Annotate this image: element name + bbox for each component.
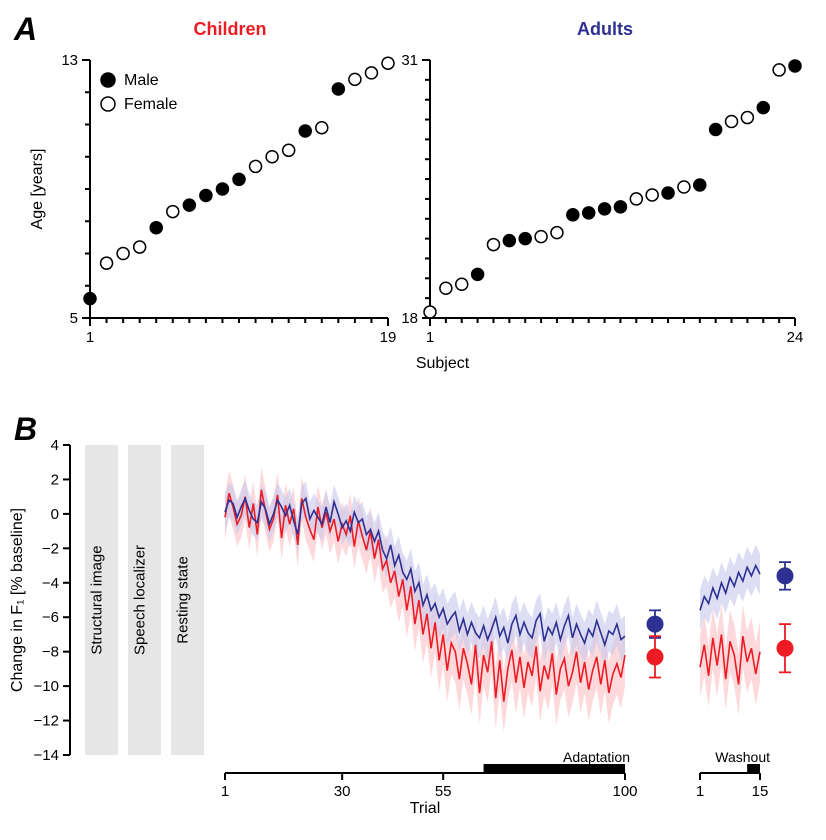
panelB-ylabel: Change in F₁ [% baseline] xyxy=(9,508,26,692)
panelA-children-point xyxy=(316,122,328,134)
panelA-adults-point xyxy=(789,60,801,72)
panelA-adults-point xyxy=(710,123,722,135)
panelA-adults-point xyxy=(630,193,642,205)
panelA-children-point xyxy=(266,151,278,163)
panelB-washout-phase-bar xyxy=(747,764,760,773)
panelA-children-point xyxy=(332,83,344,95)
panelA-children-point xyxy=(250,160,262,172)
panelA-adults-point xyxy=(519,233,531,245)
panelA-adults-point xyxy=(583,207,595,219)
panelA-adults-point xyxy=(567,209,579,221)
panelA-children-xtick-1: 1 xyxy=(86,329,94,346)
panelB-washout-xtick-1: 1 xyxy=(696,783,704,800)
panelA-adults-point xyxy=(503,235,515,247)
panelA-adults-point xyxy=(678,181,690,193)
panelB-main-phase-bar xyxy=(484,764,625,773)
panelB-summary-adults xyxy=(647,616,663,632)
panelB-summary-children xyxy=(777,640,793,656)
panelB-washout-xtick-15: 15 xyxy=(752,783,769,800)
panelB-ytick-2: 2 xyxy=(51,471,59,488)
panelA-adults-point xyxy=(646,189,658,201)
panelA-adults-point xyxy=(757,102,769,114)
panelB-ytick--12: −12 xyxy=(34,713,59,730)
panelA-title-children: Children xyxy=(193,19,266,39)
panelA-children-point xyxy=(183,199,195,211)
panelA-adults-point xyxy=(456,278,468,290)
panelA-children-point xyxy=(84,293,96,305)
panelA-adults-point xyxy=(694,179,706,191)
panelA-adults-xtick-24: 24 xyxy=(787,329,804,346)
legend-label-female: Female xyxy=(124,96,177,113)
panelA-adults-point xyxy=(551,227,563,239)
panelA-children-xtick-19: 19 xyxy=(380,329,397,346)
panelA-adults-point xyxy=(741,112,753,124)
panelB-phase-label-washout: Washout xyxy=(715,749,770,765)
panel-label-b: B xyxy=(14,411,37,447)
legend-marker-male xyxy=(101,73,115,87)
legend-marker-female xyxy=(101,97,115,111)
panelA-children-point xyxy=(365,67,377,79)
panelA-children-ytick-5: 5 xyxy=(70,310,78,327)
panelB-main-xtick-1: 1 xyxy=(221,783,229,800)
panelA-children-point xyxy=(233,173,245,185)
panelB-main-xtick-100: 100 xyxy=(612,783,637,800)
panelA-children-point xyxy=(299,125,311,137)
panelB-ytick--8: −8 xyxy=(42,644,59,661)
panelB-xlabel: Trial xyxy=(410,800,441,817)
panelA-children-point xyxy=(167,206,179,218)
panelB-preblock-label: Speech localizer xyxy=(132,545,149,655)
panelB-preblock-label: Structural image xyxy=(89,545,106,654)
panelA-title-adults: Adults xyxy=(577,19,633,39)
panelB-summary-adults xyxy=(777,568,793,584)
panelA-adults-ytick-31: 31 xyxy=(401,52,418,69)
panelB-ytick--4: −4 xyxy=(42,575,59,592)
panelB-ytick--2: −2 xyxy=(42,540,59,557)
panelB-ytick--14: −14 xyxy=(34,747,59,764)
panelB-main-xtick-30: 30 xyxy=(334,783,351,800)
panelA-adults-point xyxy=(424,306,436,318)
panelA-xlabel: Subject xyxy=(416,355,470,372)
panelB-ytick-0: 0 xyxy=(51,506,59,523)
panelA-children-point xyxy=(150,222,162,234)
panelA-adults-point xyxy=(487,239,499,251)
panelA-children-point xyxy=(349,73,361,85)
panelA-ylabel: Age [years] xyxy=(29,149,46,230)
panelA-adults-point xyxy=(662,187,674,199)
panelA-children-point xyxy=(134,241,146,253)
panelB-ytick--10: −10 xyxy=(34,678,59,695)
panelA-children-point xyxy=(216,183,228,195)
panelA-children-point xyxy=(200,189,212,201)
panelB-preblock-label: Resting state xyxy=(175,556,192,644)
panelA-adults-point xyxy=(599,203,611,215)
panelA-adults-point xyxy=(614,201,626,213)
panelA-children-ytick-13: 13 xyxy=(61,52,78,69)
panelA-children-point xyxy=(283,144,295,156)
panelA-adults-point xyxy=(726,116,738,128)
panelA-children-point xyxy=(101,257,113,269)
panelB-ytick--6: −6 xyxy=(42,609,59,626)
panelA-adults-point xyxy=(773,64,785,76)
panelA-adults-ytick-18: 18 xyxy=(401,310,418,327)
panelA-children-point xyxy=(117,248,129,260)
legend-label-male: Male xyxy=(124,72,159,89)
panelA-adults-point xyxy=(472,268,484,280)
panelB-summary-children xyxy=(647,649,663,665)
panelA-adults-xtick-1: 1 xyxy=(426,329,434,346)
panelA-children-point xyxy=(382,57,394,69)
panelA-adults-point xyxy=(440,282,452,294)
panelA-adults-point xyxy=(535,231,547,243)
panelB-phase-label-adaptation: Adaptation xyxy=(563,749,630,765)
panelB-main-xtick-55: 55 xyxy=(435,783,452,800)
panel-label-a: A xyxy=(13,11,37,47)
panelB-ytick-4: 4 xyxy=(51,437,59,454)
